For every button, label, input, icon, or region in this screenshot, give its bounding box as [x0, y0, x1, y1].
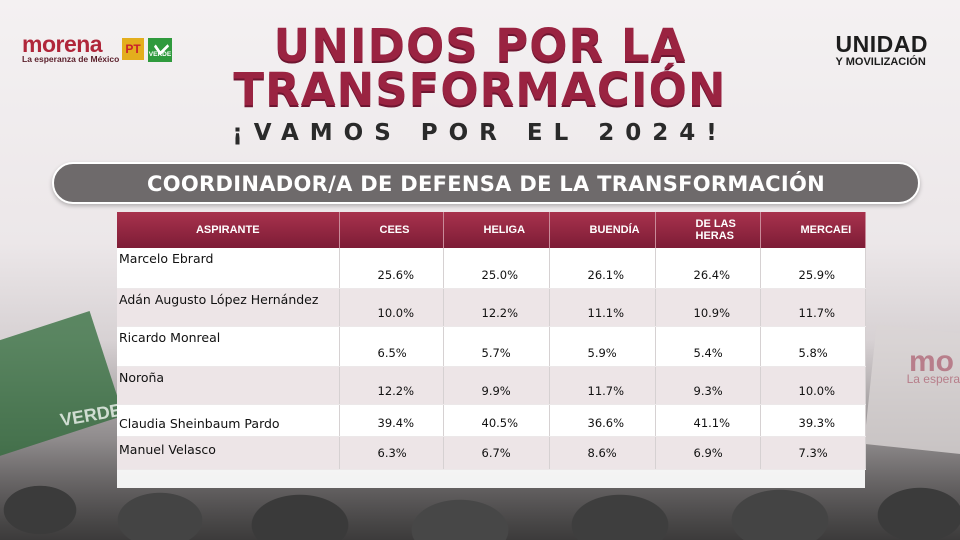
page-subtitle: ¡VAMOS POR EL 2024!: [232, 120, 728, 146]
poll-value: 9.3%: [655, 366, 761, 405]
table-row: Ricardo Monreal 6.5% 5.7% 5.9% 5.4% 5.8%: [117, 326, 866, 367]
poll-value: 5.8%: [760, 326, 866, 367]
poll-value: 6.5%: [339, 326, 444, 367]
candidate-name: Claudia Sheinbaum Pardo: [117, 404, 340, 437]
poll-value: 39.4%: [339, 404, 444, 437]
poll-value: 11.7%: [549, 366, 656, 405]
column-header-de-las-heras: DE LAS HERAS: [655, 212, 761, 248]
poll-value: 9.9%: [443, 366, 550, 405]
unidad-logo-line2: Y MOVILIZACIÓN: [835, 56, 926, 68]
candidate-name: Adán Augusto López Hernández: [117, 288, 340, 327]
poll-value: 10.0%: [339, 288, 444, 327]
poll-value: 5.9%: [549, 326, 656, 367]
poll-value: 12.2%: [339, 366, 444, 405]
table-row: Claudia Sheinbaum Pardo 39.4% 40.5% 36.6…: [117, 404, 866, 437]
background-flag-morena-text: mo: [909, 345, 954, 378]
candidate-name: Marcelo Ebrard: [117, 248, 340, 289]
poll-value: 26.4%: [655, 248, 761, 289]
unidad-movilizacion-logo: UNIDAD Y MOVILIZACIÓN: [836, 32, 928, 68]
poll-value: 8.6%: [549, 436, 656, 470]
morena-logo-tagline: La esperanza de México: [22, 54, 120, 64]
poll-table-container: ASPIRANTE CEES HELIGA BUENDÍA DE LAS HER…: [117, 212, 866, 488]
poll-value: 5.4%: [655, 326, 761, 367]
pt-logo: PT: [122, 38, 144, 60]
poll-value: 10.0%: [760, 366, 866, 405]
poll-value: 36.6%: [549, 404, 656, 437]
column-header-buendia: BUENDÍA: [549, 212, 656, 248]
column-header-aspirante: ASPIRANTE: [117, 212, 340, 248]
table-row: Noroña 12.2% 9.9% 11.7% 9.3% 10.0%: [117, 366, 866, 405]
unidad-logo-line1: UNIDAD: [835, 31, 928, 57]
page-title: UNIDOS POR LA TRANSFORMACIÓN: [0, 19, 960, 116]
morena-logo: morena La esperanza de México: [22, 31, 120, 65]
poll-value: 41.1%: [655, 404, 761, 437]
poll-value: 11.1%: [549, 288, 656, 327]
column-header-heliga: HELIGA: [443, 212, 550, 248]
background-flag-morena-subtext: La espera: [906, 372, 960, 386]
title-line-1: UNIDOS POR LA: [273, 19, 687, 72]
candidate-name: Ricardo Monreal: [117, 326, 340, 367]
morena-logo-word: morena: [22, 31, 103, 57]
poll-value: 26.1%: [549, 248, 656, 289]
candidate-name: Noroña: [117, 366, 340, 405]
poll-value: 6.3%: [339, 436, 444, 470]
poll-value: 7.3%: [760, 436, 866, 470]
poll-value: 6.7%: [443, 436, 550, 470]
poll-value: 5.7%: [443, 326, 550, 367]
table-header-row: ASPIRANTE CEES HELIGA BUENDÍA DE LAS HER…: [117, 212, 866, 248]
poll-table: ASPIRANTE CEES HELIGA BUENDÍA DE LAS HER…: [117, 212, 866, 470]
poll-value: 12.2%: [443, 288, 550, 327]
column-header-cees: CEES: [339, 212, 444, 248]
poll-value: 11.7%: [760, 288, 866, 327]
poll-value: 25.0%: [443, 248, 550, 289]
poll-value: 6.9%: [655, 436, 761, 470]
section-banner: COORDINADOR/A DE DEFENSA DE LA TRANSFORM…: [52, 162, 920, 204]
column-header-mercaei: MERCAEI: [760, 212, 866, 248]
poll-value: 25.6%: [339, 248, 444, 289]
table-row: Manuel Velasco 6.3% 6.7% 8.6% 6.9% 7.3%: [117, 436, 866, 470]
verde-logo: VERDE: [148, 38, 172, 62]
poll-value: 25.9%: [760, 248, 866, 289]
table-row: Marcelo Ebrard 25.6% 25.0% 26.1% 26.4% 2…: [117, 248, 866, 289]
poll-value: 10.9%: [655, 288, 761, 327]
poll-value: 39.3%: [760, 404, 866, 437]
candidate-name: Manuel Velasco: [117, 436, 340, 470]
poll-value: 40.5%: [443, 404, 550, 437]
title-line-2: TRANSFORMACIÓN: [233, 63, 727, 116]
table-row: Adán Augusto López Hernández 10.0% 12.2%…: [117, 288, 866, 327]
